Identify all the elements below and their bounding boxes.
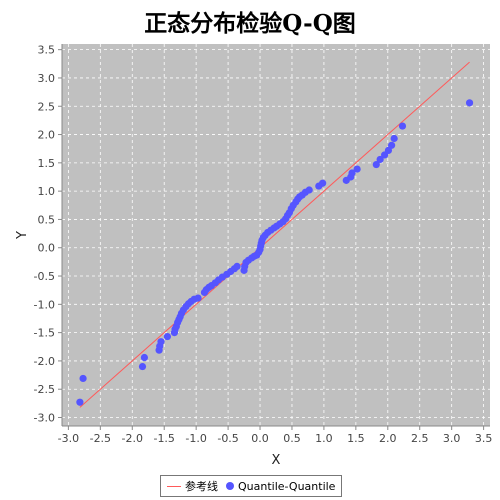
x-axis-label: X (272, 453, 281, 468)
y-tick-label: 1.5 (38, 157, 56, 170)
legend: 参考线 Quantile-Quantile (160, 475, 343, 497)
x-tick-label: -1.5 (153, 432, 174, 445)
qq-data-point (388, 141, 396, 149)
data-layer (76, 61, 474, 408)
qq-data-point (157, 338, 165, 346)
y-tick-label: -3.0 (34, 412, 55, 425)
qq-data-point (319, 179, 327, 187)
x-tick-label: 3.5 (475, 432, 493, 445)
y-tick-label: 1.0 (38, 185, 56, 198)
grid-lines (62, 44, 490, 426)
y-tick-label: -0.5 (34, 270, 55, 283)
x-tick-label: 2.0 (379, 432, 397, 445)
y-tick-label: 2.5 (38, 100, 56, 113)
x-tick-label: 2.5 (411, 432, 429, 445)
x-tick-label: -0.5 (217, 432, 238, 445)
legend-quantile-label: Quantile-Quantile (238, 479, 336, 493)
qq-data-point (372, 160, 380, 169)
y-tick-label: 0.5 (38, 213, 56, 226)
y-tick-label: -2.0 (34, 355, 55, 368)
quantile-dot-swatch (226, 482, 234, 490)
y-tick-label: -1.0 (34, 298, 55, 311)
x-tick-label: 0.5 (283, 432, 301, 445)
axes: -3.0 -2.5 -2.0 -1.5 -1.0 -0.5 0.0 0.5 1.0 1.5 2.0 2… (34, 44, 493, 445)
reference-line-swatch (167, 485, 181, 487)
reference-line (79, 61, 470, 408)
qq-data-point (233, 262, 241, 271)
qq-data-point (353, 165, 361, 173)
legend-reference-line-label: 参考线 (185, 480, 218, 493)
x-tick-label: 1.5 (347, 432, 365, 445)
x-tick-label: -3.0 (58, 432, 79, 445)
qq-data-point (79, 374, 87, 383)
qq-data-point (138, 362, 147, 371)
y-tick-label: 0.0 (38, 242, 56, 255)
x-tick-label: -2.5 (90, 432, 111, 445)
qq-data-point (390, 134, 398, 143)
y-axis-label: Y (15, 231, 30, 240)
x-tick-label: 1.0 (315, 432, 333, 445)
qq-data-point (140, 353, 149, 362)
x-tick-label: -1.0 (185, 432, 206, 445)
qq-data-point (163, 332, 172, 341)
qq-data-point (194, 294, 202, 302)
y-tick-label: -2.5 (34, 383, 55, 396)
qq-data-point (348, 169, 356, 177)
y-tick-label: 2.0 (38, 129, 56, 142)
x-tick-label: -2.0 (122, 432, 143, 445)
qq-data-point (398, 122, 407, 130)
y-tick-label: 3.0 (38, 72, 56, 85)
qq-data-point (465, 99, 474, 107)
qq-data-point (305, 186, 313, 194)
x-tick-label: 0.0 (251, 432, 269, 445)
x-tick-label: 3.0 (443, 432, 461, 445)
chart-title: 正态分布检验Q-Q图 (144, 10, 356, 37)
y-tick-label: -1.5 (34, 327, 55, 340)
qq-data-point (376, 155, 384, 164)
y-tick-label: 3.5 (38, 44, 56, 57)
qq-data-point (76, 398, 84, 406)
